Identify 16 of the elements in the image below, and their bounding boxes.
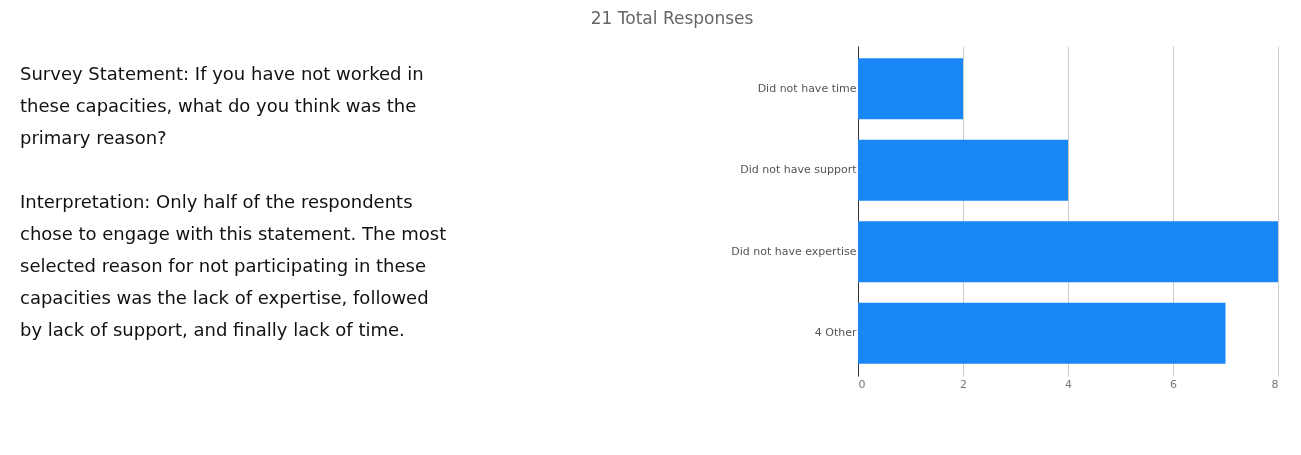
x-tick-label: 0: [858, 377, 866, 391]
y-tick-label: 4 Other: [814, 326, 857, 340]
bar: [858, 58, 963, 120]
text: Interpretation: Only half of the respondents chose to engage with this statement. The most selected reason for not participating in these capacities was the lack of expertise, followed by lack of support, and finally lack of time.: [20, 191, 447, 340]
y-tick-label: Did not have time: [757, 81, 857, 95]
x-tick-label: 2: [960, 377, 967, 391]
bar: [858, 221, 1278, 283]
y-tick-label: Did not have support: [740, 163, 858, 177]
x-tick-label: 4: [1065, 377, 1072, 391]
bar: [858, 302, 1226, 364]
x-tick-label: 8: [1271, 377, 1279, 391]
text: Survey Statement: If you have not worked in these capacities, what do you think was the primary reason?: [20, 63, 424, 148]
bar: [858, 139, 1068, 201]
y-tick-label: Did not have expertise: [731, 244, 857, 258]
x-tick-label: 6: [1170, 377, 1177, 391]
text: 21 Total Responses: [590, 8, 754, 28]
